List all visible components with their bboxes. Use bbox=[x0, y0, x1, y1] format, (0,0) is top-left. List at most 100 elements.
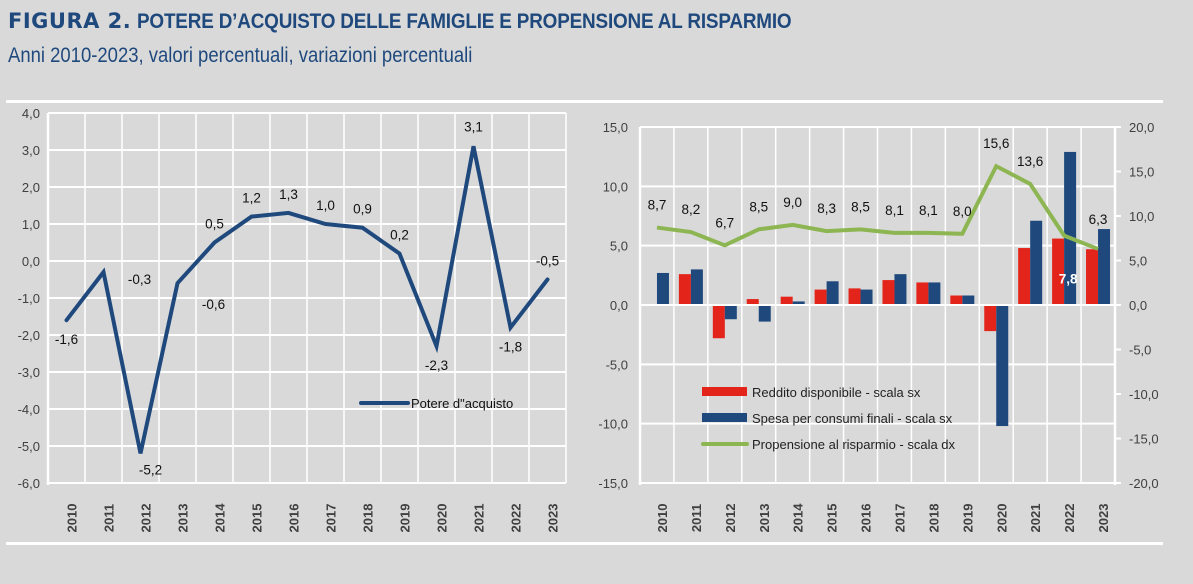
right-x-tick-label: 2016 bbox=[859, 504, 874, 533]
left-data-label: 0,5 bbox=[205, 217, 224, 232]
bar-spesa-consumi bbox=[690, 269, 703, 305]
figure-title: FIGURA 2. POTERE D’ACQUISTO DELLE FAMIGL… bbox=[8, 8, 864, 34]
right-data-label: 8,1 bbox=[919, 203, 938, 218]
left-x-tick-label: 2011 bbox=[102, 504, 117, 532]
left-data-label: -1,6 bbox=[55, 332, 78, 347]
bar-spesa-consumi bbox=[724, 305, 737, 320]
right-x-tick-label: 2023 bbox=[1096, 504, 1111, 533]
bar-reddito-disponibile bbox=[678, 274, 691, 305]
right-data-label: 8,3 bbox=[817, 201, 836, 216]
bar-spesa-consumi bbox=[996, 305, 1009, 427]
right-x-tick-label: 2017 bbox=[892, 504, 907, 533]
left-y-tick-label: 4,0 bbox=[22, 106, 40, 121]
bar-spesa-consumi bbox=[860, 289, 873, 305]
left-data-label: -5,2 bbox=[139, 462, 162, 477]
right-right-y-tick-label: 20,0 bbox=[1129, 120, 1154, 135]
right-right-y-tick-label: -10,0 bbox=[1129, 387, 1159, 402]
left-y-tick-label: 3,0 bbox=[22, 143, 40, 158]
bar-spesa-consumi bbox=[656, 272, 669, 305]
left-chart bbox=[46, 112, 567, 485]
left-data-label: 0,2 bbox=[390, 228, 409, 243]
bar-reddito-disponibile bbox=[984, 305, 997, 332]
right-data-label: 7,8 bbox=[1059, 272, 1078, 287]
left-y-tick-label: 2,0 bbox=[22, 180, 40, 195]
right-data-label: 8,7 bbox=[648, 198, 667, 213]
legend-swatch-reddito bbox=[702, 387, 747, 396]
left-y-tick-label: 0,0 bbox=[22, 254, 40, 269]
right-data-label: 8,2 bbox=[682, 202, 701, 217]
bar-reddito-disponibile bbox=[814, 289, 827, 305]
line-propensione-risparmio bbox=[656, 163, 1099, 251]
bar-reddito-disponibile bbox=[712, 305, 725, 339]
bottom-separator bbox=[6, 542, 1163, 545]
figure-subtitle: Anni 2010-2023, valori percentuali, vari… bbox=[8, 44, 473, 67]
left-data-label: 3,1 bbox=[464, 119, 483, 134]
bar-spesa-consumi bbox=[962, 295, 975, 305]
right-left-y-tick-label: 0,0 bbox=[610, 298, 628, 313]
right-left-y-tick-label: -15,0 bbox=[598, 476, 628, 491]
left-x-tick-label: 2023 bbox=[546, 504, 561, 533]
right-x-tick-label: 2011 bbox=[689, 504, 704, 532]
bar-reddito-disponibile bbox=[1018, 248, 1031, 305]
bar-spesa-consumi bbox=[1098, 229, 1111, 305]
right-left-y-tick-label: 10,0 bbox=[603, 179, 628, 194]
left-series-line-potere-acquisto bbox=[64, 145, 550, 454]
left-y-tick-label: -2,0 bbox=[18, 328, 40, 343]
left-y-tick-label: -1,0 bbox=[18, 291, 40, 306]
legend-label-propensione: Propensione al risparmio - scala dx bbox=[752, 437, 956, 452]
right-x-tick-label: 2015 bbox=[825, 504, 840, 533]
right-x-tick-label: 2019 bbox=[960, 504, 975, 533]
bar-reddito-disponibile bbox=[1086, 249, 1099, 305]
left-x-tick-label: 2015 bbox=[250, 504, 265, 533]
right-left-y-tick-label: 15,0 bbox=[603, 120, 628, 135]
right-left-y-tick-label: -5,0 bbox=[606, 357, 628, 372]
left-data-label: 1,2 bbox=[242, 191, 261, 206]
left-x-tick-label: 2018 bbox=[361, 504, 376, 533]
left-y-tick-label: -5,0 bbox=[18, 439, 40, 454]
bar-spesa-consumi bbox=[1064, 151, 1077, 305]
bar-spesa-consumi bbox=[758, 305, 771, 322]
left-x-tick-label: 2022 bbox=[509, 504, 524, 533]
left-x-tick-label: 2012 bbox=[139, 504, 154, 533]
bar-reddito-disponibile bbox=[950, 295, 963, 305]
legend-swatch-spesa bbox=[702, 413, 747, 422]
left-data-label: 1,3 bbox=[279, 187, 298, 202]
bar-spesa-consumi bbox=[928, 282, 941, 305]
left-x-tick-label: 2010 bbox=[65, 504, 80, 533]
right-x-tick-label: 2010 bbox=[655, 504, 670, 533]
left-data-label: -2,3 bbox=[425, 358, 448, 373]
left-x-tick-label: 2017 bbox=[324, 504, 339, 533]
right-data-label: 6,3 bbox=[1089, 212, 1108, 227]
left-y-tick-label: -4,0 bbox=[18, 402, 40, 417]
left-x-tick-label: 2013 bbox=[176, 504, 191, 533]
right-right-y-tick-label: 15,0 bbox=[1129, 165, 1154, 180]
right-x-tick-label: 2014 bbox=[791, 503, 806, 533]
left-y-tick-label: -3,0 bbox=[18, 365, 40, 380]
legend-label-reddito: Reddito disponibile - scala sx bbox=[752, 385, 921, 400]
bar-spesa-consumi bbox=[826, 281, 839, 305]
right-data-label: 8,1 bbox=[885, 203, 904, 218]
right-x-tick-label: 2021 bbox=[1028, 504, 1043, 533]
left-data-label: -1,8 bbox=[499, 340, 522, 355]
left-legend-label: Potere d"acquisto bbox=[411, 396, 513, 411]
legend-label-spesa: Spesa per consumi finali - scala sx bbox=[752, 411, 953, 426]
right-data-label: 8,0 bbox=[953, 204, 972, 219]
left-x-tick-label: 2014 bbox=[213, 503, 228, 533]
left-y-tick-label: -6,0 bbox=[18, 476, 40, 491]
figure-title-text: POTERE D’ACQUISTO DELLE FAMIGLIE E PROPE… bbox=[137, 10, 792, 33]
bar-spesa-consumi bbox=[1030, 220, 1043, 305]
left-x-tick-label: 2021 bbox=[472, 504, 487, 533]
right-x-tick-label: 2020 bbox=[994, 504, 1009, 533]
right-right-y-tick-label: 5,0 bbox=[1129, 254, 1147, 269]
left-data-label: -0,5 bbox=[536, 254, 559, 269]
left-data-label: -0,6 bbox=[202, 297, 225, 312]
bar-spesa-consumi bbox=[792, 301, 805, 305]
left-x-tick-label: 2020 bbox=[435, 504, 450, 533]
right-chart bbox=[638, 126, 1121, 485]
left-data-label: 1,0 bbox=[316, 198, 335, 213]
left-y-tick-label: 1,0 bbox=[22, 217, 40, 232]
right-left-y-tick-label: 5,0 bbox=[610, 239, 628, 254]
right-x-tick-label: 2012 bbox=[723, 504, 738, 533]
right-data-label: 15,6 bbox=[983, 136, 1009, 151]
right-x-tick-label: 2013 bbox=[757, 504, 772, 533]
